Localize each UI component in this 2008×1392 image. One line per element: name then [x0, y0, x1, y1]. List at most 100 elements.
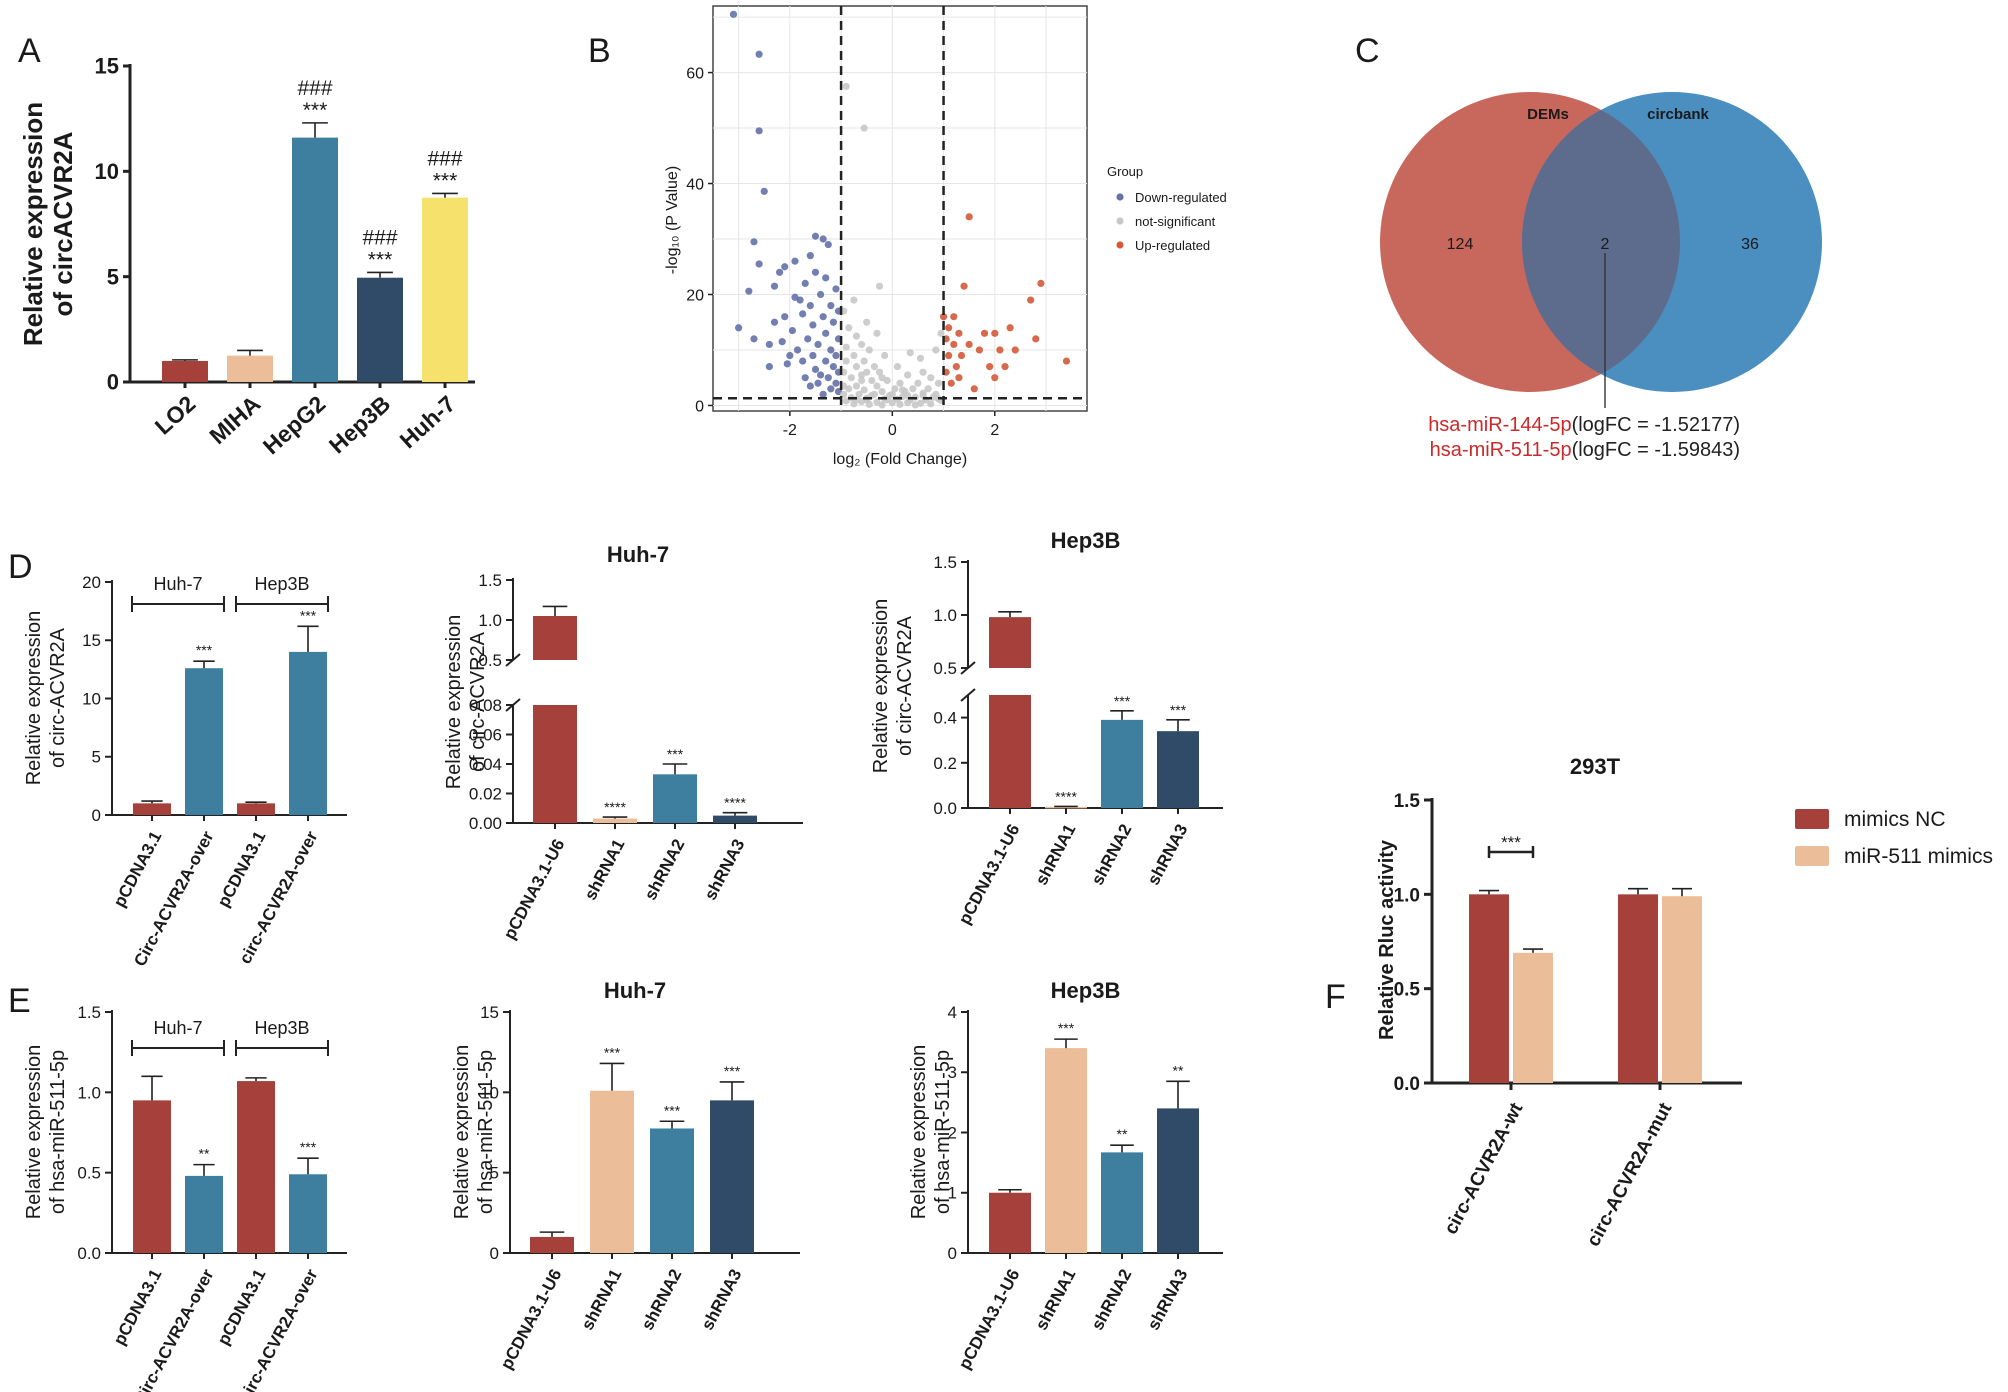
B-point-0-2 [755, 127, 763, 135]
B-point-1-35 [934, 379, 943, 387]
B-point-0-52 [816, 371, 825, 379]
B-point-0-25 [832, 285, 840, 293]
B-point-1-0 [842, 82, 850, 91]
B-point-0-47 [799, 357, 807, 365]
D3-bar-3 [1157, 731, 1199, 808]
B-point-1-9 [857, 340, 866, 349]
D3-y-tick-label: 0.4 [933, 709, 957, 728]
B-point-0-31 [799, 310, 807, 318]
B-point-2-23 [1001, 363, 1009, 371]
C-count-circbank: 36 [1741, 236, 1759, 253]
C-mirna-name: hsa-miR-511-5p [1430, 439, 1572, 461]
D1-significance: *** [196, 642, 213, 658]
D2-y-tick-label: 0.04 [469, 755, 502, 774]
B-point-0-32 [819, 313, 827, 321]
B-point-1-7 [873, 329, 881, 337]
D1-category-label: pCDNA3.1 [214, 828, 270, 910]
E2-significance: *** [724, 1063, 741, 1079]
D2-y-tick-label: 0.00 [469, 814, 502, 833]
D2-y-tick-label: 0.06 [469, 726, 502, 745]
B-point-1-76 [888, 390, 896, 398]
panel-letter-F: F [1325, 978, 1346, 1016]
B-point-0-26 [816, 290, 825, 299]
E1-bar-2 [237, 1081, 275, 1253]
B-point-0-27 [791, 293, 799, 301]
B-point-0-16 [811, 232, 820, 240]
F-legend-swatch-1 [1795, 846, 1829, 866]
B-point-1-30 [857, 376, 866, 385]
B-point-2-9 [980, 329, 989, 337]
D2-bar-1 [593, 818, 637, 823]
B-point-0-11 [765, 340, 773, 349]
B-point-1-1 [860, 124, 868, 132]
D3-category-label: shRNA2 [1088, 821, 1136, 888]
A-y-axis-label: of circACVR2A [48, 131, 78, 316]
B-point-2-27 [947, 379, 955, 387]
B-x-tick-label: -2 [783, 422, 797, 439]
D1-bar-3 [289, 651, 327, 815]
B-point-0-49 [829, 363, 837, 371]
D1-y-tick-label: 0 [92, 806, 101, 825]
D3-y-tick-label: 0.2 [933, 754, 957, 773]
B-point-0-13 [786, 351, 794, 360]
B-point-0-41 [814, 340, 822, 349]
B-point-2-21 [952, 363, 960, 371]
E2-category-label: shRNA3 [698, 1266, 746, 1333]
D2-y-tick-label: 0.02 [469, 785, 502, 804]
E2-bar-2 [650, 1128, 694, 1253]
D3-bar-1 [1045, 806, 1087, 809]
B-point-2-17 [1011, 346, 1019, 354]
E1-y-tick-label: 0.5 [77, 1164, 101, 1183]
B-point-0-53 [824, 374, 832, 382]
E2-category-label: pCDNA3.1-U6 [497, 1266, 566, 1373]
E3-y-tick-label: 4 [948, 1003, 957, 1022]
B-point-1-18 [932, 346, 940, 354]
B-point-1-15 [860, 357, 868, 365]
A-y-axis-label: Relative expression [18, 102, 48, 346]
B-point-0-35 [809, 321, 817, 329]
B-point-0-48 [783, 360, 791, 368]
B-point-0-33 [770, 318, 779, 326]
E3-y-tick-label: 0 [948, 1244, 957, 1263]
B-point-1-16 [842, 357, 850, 365]
E2-title: Huh-7 [604, 978, 666, 1003]
B-point-0-34 [829, 318, 837, 326]
D3-y-axis-label: of circ-ACVR2A [894, 615, 916, 756]
D3-title: Hep3B [1051, 528, 1121, 553]
A-bar-1 [227, 355, 273, 382]
A-annotation: *** [303, 99, 328, 122]
B-y-tick-label: 60 [686, 66, 704, 83]
B-point-0-22 [811, 268, 820, 276]
B-point-2-14 [965, 340, 973, 349]
B-point-1-38 [873, 382, 881, 390]
B-point-1-78 [870, 390, 878, 398]
C-mirna-name: hsa-miR-144-5p [1428, 414, 1571, 436]
B-point-1-66 [904, 399, 912, 407]
B-point-1-71 [927, 400, 935, 408]
B-point-0-9 [735, 324, 743, 332]
E2-y-tick-label: 0 [490, 1244, 499, 1263]
E3-significance: ** [1173, 1062, 1184, 1078]
B-point-0-1 [755, 50, 763, 58]
D1-group-label: Hep3B [254, 574, 309, 594]
B-point-1-27 [904, 371, 912, 379]
D2-y-tick-label: 0.08 [469, 696, 502, 715]
B-point-2-25 [955, 374, 963, 382]
E1-y-axis-label: Relative expression [23, 1045, 45, 1220]
panel-letter-D: D [8, 548, 33, 586]
panel-letter-C: C [1355, 32, 1380, 70]
B-point-2-22 [986, 363, 994, 371]
B-point-1-20 [870, 363, 878, 371]
A-bar-3 [357, 277, 403, 382]
B-point-0-39 [804, 335, 812, 343]
B-point-0-19 [806, 252, 814, 260]
D2-y-tick-label: 0.5 [478, 651, 502, 670]
B-point-1-22 [893, 363, 902, 371]
D3-bar-0-upper [989, 617, 1031, 668]
B-point-0-10 [750, 335, 758, 343]
B-point-1-77 [898, 386, 907, 394]
B-y-tick-label: 0 [695, 398, 704, 415]
E2-category-label: shRNA2 [638, 1266, 686, 1333]
B-point-1-6 [845, 324, 853, 332]
